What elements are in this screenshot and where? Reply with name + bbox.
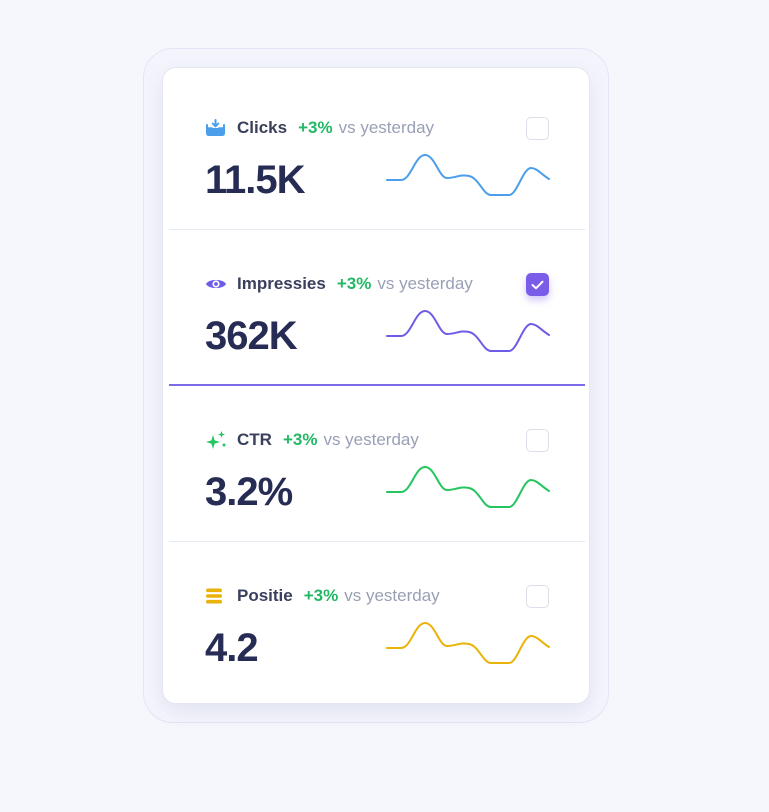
inbox-download-icon xyxy=(205,118,227,138)
metric-compare-label: vs yesterday xyxy=(323,430,419,449)
metric-checkbox[interactable] xyxy=(526,585,549,608)
metric-change: +3% xyxy=(282,430,318,449)
metric-row-impressies[interactable]: Impressies +3% vs yesterday 362K xyxy=(163,230,589,386)
metric-checkbox[interactable] xyxy=(526,273,549,296)
metric-compare-label: vs yesterday xyxy=(344,586,440,605)
row-divider xyxy=(169,229,585,230)
metric-name: Clicks xyxy=(237,118,288,137)
metric-checkbox[interactable] xyxy=(526,429,549,452)
metric-name: Impressies xyxy=(237,274,326,293)
metric-change: +3% xyxy=(303,586,339,605)
metric-compare-label: vs yesterday xyxy=(377,274,473,293)
sparkline xyxy=(386,622,550,664)
metric-compare-label: vs yesterday xyxy=(338,118,435,137)
sparkles-icon xyxy=(205,430,227,450)
metric-name: CTR xyxy=(237,430,272,449)
metric-value: 362K xyxy=(205,314,298,358)
checkmark-icon xyxy=(531,280,544,289)
metric-value: 11.5K xyxy=(205,158,306,202)
metric-row-ctr[interactable]: CTR +3% vs yesterday 3.2% xyxy=(163,386,589,542)
metric-change: +3% xyxy=(298,118,333,137)
sparkline xyxy=(386,310,550,352)
metric-row-positie[interactable]: Positie +3% vs yesterday 4.2 xyxy=(163,542,589,698)
metric-name: Positie xyxy=(237,586,293,605)
row-divider-selected xyxy=(169,384,585,386)
metric-header: Positie +3% vs yesterday xyxy=(205,586,440,606)
metric-checkbox[interactable] xyxy=(526,117,549,140)
sparkline xyxy=(386,154,550,196)
row-divider xyxy=(169,541,585,542)
metric-change: +3% xyxy=(336,274,372,293)
metric-header: Impressies +3% vs yesterday xyxy=(205,274,473,294)
metric-header: CTR +3% vs yesterday xyxy=(205,430,419,450)
sparkline xyxy=(386,466,550,508)
metric-value: 4.2 xyxy=(205,626,259,670)
metrics-card: Clicks +3% vs yesterday 11.5K Impressies… xyxy=(162,67,590,704)
metric-header: Clicks +3% vs yesterday xyxy=(205,118,434,138)
stacked-bars-icon xyxy=(205,586,227,606)
metric-row-clicks[interactable]: Clicks +3% vs yesterday 11.5K xyxy=(163,74,589,230)
metric-value: 3.2% xyxy=(205,470,293,514)
eye-icon xyxy=(205,274,227,294)
